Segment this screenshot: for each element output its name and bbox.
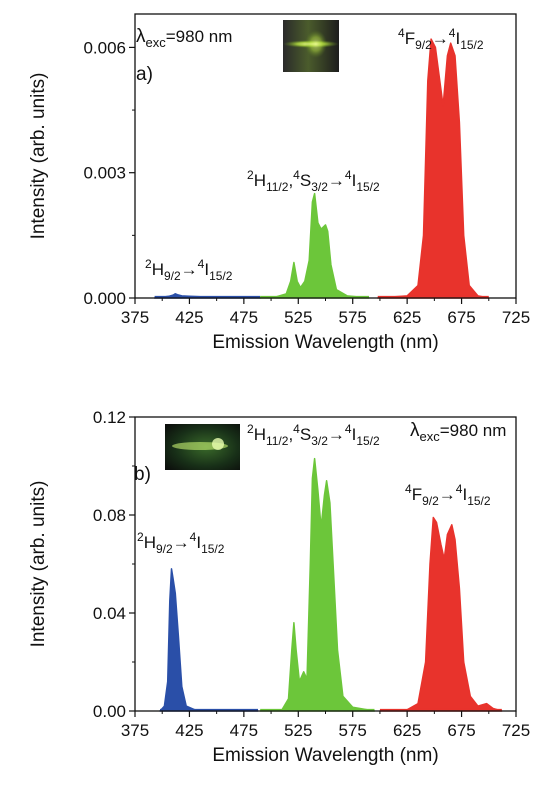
x-tick-label: 525 (284, 721, 312, 740)
x-tick-label: 375 (121, 308, 149, 327)
y-tick-label: 0.000 (83, 289, 126, 308)
x-tick-label: 575 (339, 308, 367, 327)
spectrum-band-2 (259, 192, 370, 299)
x-tick-label: 525 (284, 308, 312, 327)
y-tick-label: 0.04 (93, 604, 126, 623)
x-tick-label: 425 (175, 308, 203, 327)
panel-a-label: a) (136, 64, 153, 85)
x-tick-label: 575 (339, 721, 367, 740)
transition-label-2: 2H11/2,4S3/2→4I15/2 (247, 168, 380, 194)
panel-b-label: b) (134, 464, 151, 485)
spectrum-band-1 (159, 568, 259, 712)
transition-label-3: 4F9/2→4I15/2 (398, 26, 484, 52)
x-axis-label: Emission Wavelength (nm) (212, 745, 438, 766)
x-tick-label: 475 (230, 721, 258, 740)
y-tick-label: 0.006 (83, 38, 126, 57)
transition-label-1: 2H9/2→4I15/2 (145, 257, 233, 283)
x-tick-label: 725 (502, 308, 530, 327)
panel-a-plot-area (153, 38, 490, 299)
panel-b-axes: 2H9/2→4I15/2 2H11/2,4S3/2→4I15/2 4F9/2→4I1… (28, 408, 530, 766)
x-tick-label: 725 (502, 721, 530, 740)
x-tick-label: 625 (393, 721, 421, 740)
panel-a-excitation-label: λexc=980 nm (136, 26, 232, 50)
y-tick-label: 0.00 (93, 702, 126, 721)
spectrum-band-2 (259, 457, 376, 712)
y-axis-label: Intensity (arb. units) (28, 73, 49, 240)
panel-b: 2H9/2→4I15/2 2H11/2,4S3/2→4I15/2 4F9/2→4I1… (28, 408, 530, 766)
panel-a-axes: 2H9/2→4I15/2 2H11/2,4S3/2→4I15/2 4F9/2→4I1… (28, 13, 530, 353)
transition-label-3: 4F9/2→4I15/2 (405, 482, 491, 508)
y-tick-label: 0.12 (93, 408, 126, 427)
fiber-glow-photo (283, 20, 339, 72)
x-tick-label: 375 (121, 721, 149, 740)
panel-a: 2H9/2→4I15/2 2H11/2,4S3/2→4I15/2 4F9/2→4I1… (28, 13, 530, 353)
panel-b-excitation-label: λexc=980 nm (410, 420, 506, 444)
x-tick-label: 425 (175, 721, 203, 740)
spectrum-band-3 (379, 516, 503, 712)
y-tick-label: 0.08 (93, 506, 126, 525)
transition-label-2: 2H11/2,4S3/2→4I15/2 (247, 422, 380, 448)
x-axis-label: Emission Wavelength (nm) (212, 332, 438, 353)
transition-label-1: 2H9/2→4I15/2 (137, 530, 225, 556)
x-tick-label: 675 (447, 308, 475, 327)
fiber-glow-photo (165, 424, 240, 470)
x-tick-label: 475 (230, 308, 258, 327)
y-axis-label: Intensity (arb. units) (28, 481, 49, 648)
spectrum-band-3 (377, 38, 490, 299)
x-tick-label: 625 (393, 308, 421, 327)
y-tick-label: 0.003 (83, 164, 126, 183)
x-tick-label: 675 (447, 721, 475, 740)
